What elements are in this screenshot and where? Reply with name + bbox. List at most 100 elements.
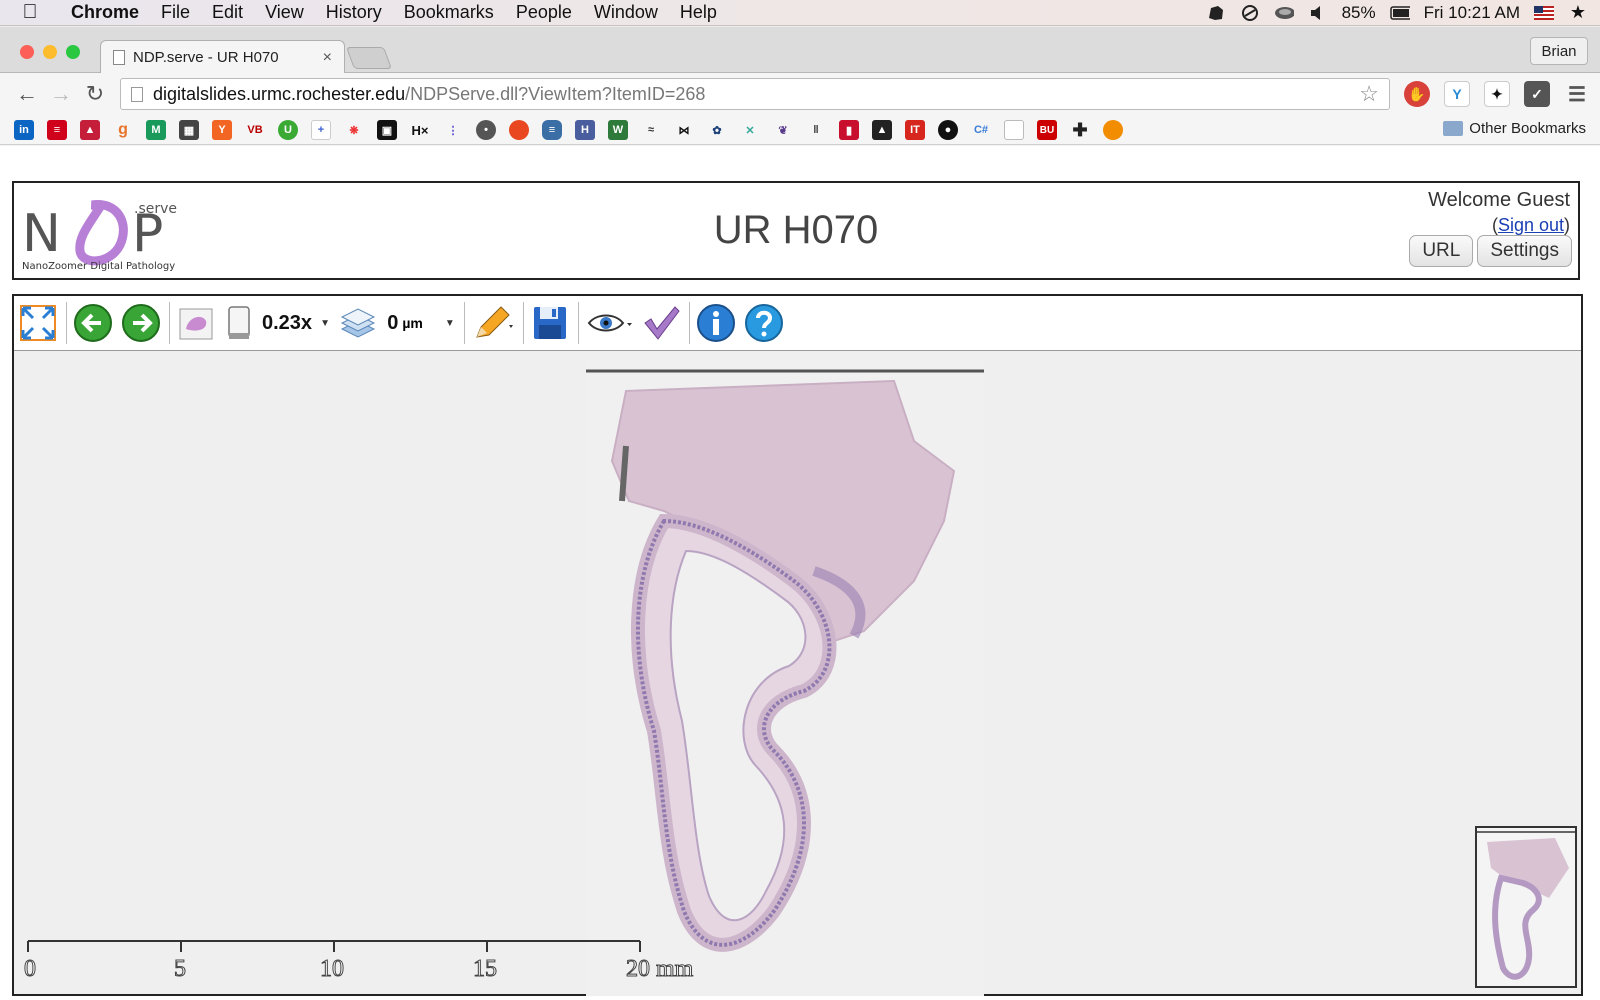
bookmark-u-icon[interactable]: U — [278, 120, 298, 140]
signout-link[interactable]: Sign out — [1497, 215, 1564, 235]
bookmark-feather-icon[interactable]: ❦ — [778, 124, 788, 137]
fit-to-window-button[interactable] — [18, 302, 58, 344]
menu-file[interactable]: File — [161, 2, 191, 22]
reload-button[interactable]: ↻ — [85, 81, 105, 106]
focus-offset-dropdown[interactable]: 0 µm ▼ — [386, 302, 456, 344]
pocket-extension-icon[interactable]: ✓ — [1524, 81, 1550, 107]
bookmark-plus-icon[interactable]: + — [311, 120, 331, 140]
toolbar-separator — [688, 302, 690, 344]
us-flag-icon[interactable] — [1534, 4, 1554, 22]
minimize-window-button[interactable] — [43, 45, 57, 59]
zoom-window-button[interactable] — [66, 45, 80, 59]
menu-help[interactable]: Help — [679, 2, 717, 22]
bookmark-csharp-icon[interactable]: C# — [973, 124, 989, 136]
bookmark-tomato-icon[interactable] — [509, 120, 529, 140]
bookmark-pinwheel-icon[interactable]: ❋ — [349, 124, 359, 137]
bookmark-cross-icon[interactable]: ✚ — [1072, 119, 1088, 140]
apple-menu-icon[interactable]:  — [0, 1, 60, 24]
y-extension-icon[interactable]: Y — [1444, 81, 1470, 107]
url-host: digitalslides.urmc.rochester.edu — [153, 83, 406, 104]
bookmark-hexagon-icon[interactable] — [1103, 120, 1123, 140]
slide-canvas[interactable]: 0 5 10 15 20 mm — [14, 351, 1581, 996]
menu-app-name[interactable]: Chrome — [71, 2, 140, 22]
bookmark-x-icon[interactable]: ✕ — [745, 124, 755, 137]
z-stack-button[interactable] — [338, 302, 378, 344]
bookmark-star-icon[interactable]: ☆ — [1359, 81, 1379, 106]
battery-icon[interactable] — [1389, 4, 1410, 22]
info-icon — [696, 304, 735, 342]
menu-history[interactable]: History — [325, 2, 382, 22]
menu-bookmarks[interactable]: Bookmarks — [403, 2, 494, 22]
slide-label-button[interactable] — [224, 302, 254, 344]
bookmark-red-icon[interactable]: ≡ — [47, 120, 67, 140]
cloud-tray-icon[interactable] — [1274, 4, 1294, 22]
menu-people[interactable]: People — [515, 2, 572, 22]
help-button[interactable] — [744, 302, 784, 344]
bookmark-linkedin-icon[interactable]: in — [14, 120, 34, 140]
bookmark-wave-icon[interactable]: ≈ — [647, 124, 655, 136]
evernote-extension-icon[interactable]: ✦ — [1484, 81, 1510, 107]
bookmark-bowtie-icon[interactable]: ⋈ — [678, 124, 690, 137]
bookmark-m-icon[interactable]: M — [146, 120, 166, 140]
bookmark-g-icon[interactable]: g — [118, 121, 128, 138]
bookmark-press-icon[interactable]: • — [476, 120, 496, 140]
bookmark-w-icon[interactable]: W — [608, 120, 628, 140]
menu-view[interactable]: View — [265, 2, 304, 22]
back-view-button[interactable] — [73, 302, 113, 344]
bookmark-ycombinator-icon[interactable]: Y — [212, 120, 232, 140]
save-button[interactable] — [530, 302, 570, 344]
new-tab-button[interactable] — [345, 47, 393, 69]
star-tray-icon[interactable]: ★ — [1569, 2, 1587, 22]
profile-button[interactable]: Brian — [1530, 37, 1588, 65]
chevron-down-icon: ▼ — [320, 317, 330, 329]
minimap-thumbnail — [1477, 831, 1575, 980]
slide-minimap[interactable] — [1475, 826, 1577, 988]
bookmark-page-icon[interactable] — [1004, 120, 1024, 140]
sync-tray-icon[interactable] — [1240, 4, 1260, 22]
browser-toolbar: ← → ↻ digitalslides.urmc.rochester.edu/N… — [0, 73, 1600, 115]
bookmark-chart-icon[interactable]: ▮ — [839, 120, 859, 140]
bookmark-news-icon[interactable]: ▦ — [179, 120, 199, 140]
evernote-tray-icon[interactable] — [1206, 4, 1226, 22]
close-tab-icon[interactable]: × — [322, 48, 332, 66]
slide-thumbnail-button[interactable] — [176, 302, 216, 344]
chrome-menu-icon[interactable]: ☰ — [1568, 83, 1586, 106]
annotate-tool-button[interactable] — [471, 302, 515, 344]
view-options-button[interactable] — [585, 302, 633, 344]
bookmark-hx-icon[interactable]: H× — [411, 122, 429, 138]
bookmark-bank-icon[interactable]: ▲ — [80, 120, 100, 140]
bookmark-square-icon[interactable]: ▣ — [377, 120, 397, 140]
info-button[interactable] — [696, 302, 736, 344]
bookmark-blob-icon[interactable]: ✿ — [712, 124, 722, 137]
bookmark-h-icon[interactable]: H — [575, 120, 595, 140]
bookmark-circle-icon[interactable]: ● — [938, 120, 958, 140]
tab-title: NDP.serve - UR H070 — [133, 49, 279, 66]
bookmark-dots-icon[interactable]: ⋮ — [447, 124, 459, 137]
bookmark-stripes-icon[interactable]: ‖ — [813, 124, 819, 136]
url-button[interactable]: URL — [1409, 235, 1474, 267]
pencil-icon — [476, 306, 513, 338]
browser-window: NDP.serve - UR H070 × Brian ← → ↻ digita… — [0, 27, 1600, 1000]
other-bookmarks[interactable]: Other Bookmarks — [1443, 120, 1586, 137]
close-window-button[interactable] — [20, 45, 34, 59]
approve-button[interactable] — [641, 302, 681, 344]
forward-button[interactable]: → — [50, 81, 72, 106]
menu-edit[interactable]: Edit — [212, 2, 244, 22]
bookmark-database-icon[interactable]: ≡ — [542, 120, 562, 140]
settings-button[interactable]: Settings — [1477, 235, 1572, 267]
volume-icon[interactable] — [1308, 4, 1328, 22]
page-info-icon[interactable] — [131, 86, 143, 102]
tab-active[interactable]: NDP.serve - UR H070 × — [100, 40, 345, 74]
bookmark-dark-icon[interactable]: ▲ — [872, 120, 892, 140]
scale-label: 10 — [320, 956, 345, 983]
bookmark-vb-icon[interactable]: VB — [247, 124, 263, 136]
bookmark-it-icon[interactable]: IT — [905, 120, 925, 140]
clock[interactable]: Fri 10:21 AM — [1423, 2, 1520, 22]
forward-view-button[interactable] — [121, 302, 161, 344]
bookmark-bu-icon[interactable]: BU — [1037, 120, 1057, 140]
adblock-extension-icon[interactable]: ✋ — [1404, 81, 1430, 107]
menu-window[interactable]: Window — [593, 2, 658, 22]
address-bar[interactable]: digitalslides.urmc.rochester.edu/NDPServ… — [120, 78, 1390, 110]
back-button[interactable]: ← — [16, 81, 38, 106]
zoom-dropdown[interactable]: 0.23x ▼ — [262, 302, 330, 344]
